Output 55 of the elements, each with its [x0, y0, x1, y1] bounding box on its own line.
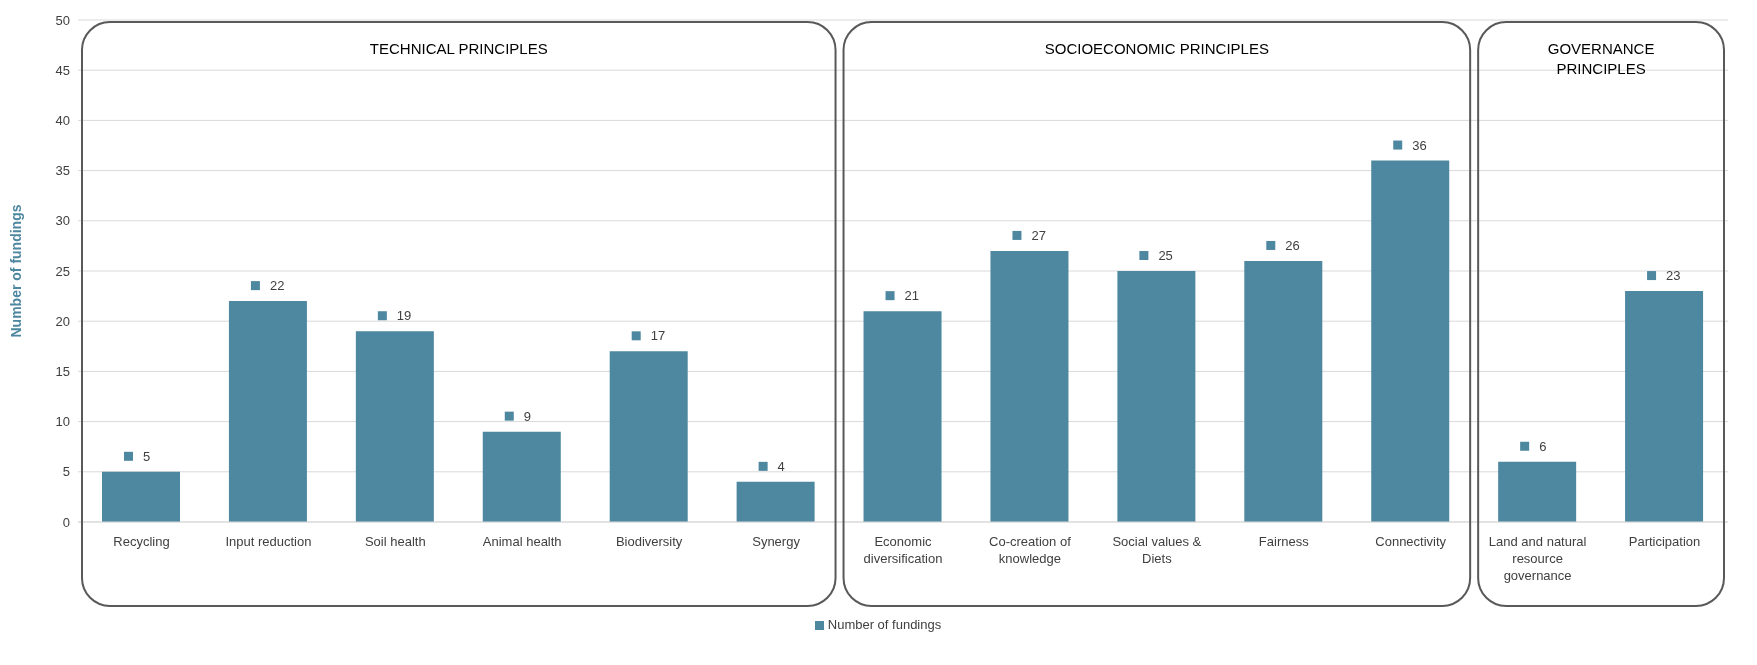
y-tick-label: 20	[55, 313, 70, 329]
bar	[1117, 271, 1196, 522]
x-tick-label: Recycling	[113, 534, 170, 549]
x-tick-label: Input reduction	[225, 534, 312, 549]
data-label: 9	[523, 408, 531, 424]
y-tick-label: 35	[55, 163, 70, 179]
bar	[609, 351, 688, 522]
data-label: 23	[1666, 268, 1681, 284]
data-label: 27	[1031, 227, 1046, 243]
y-tick-label: 30	[55, 213, 70, 229]
y-tick-label: 5	[62, 464, 70, 480]
bar	[1244, 260, 1323, 522]
legend-label: Number of fundings	[827, 617, 942, 632]
data-label: 21	[904, 288, 920, 304]
bar	[1371, 160, 1450, 522]
y-tick-label: 25	[55, 263, 70, 279]
x-tick-label: Fairness	[1258, 534, 1310, 549]
data-label: 6	[1539, 438, 1547, 454]
data-label: 25	[1158, 248, 1173, 263]
bar	[863, 311, 942, 522]
y-tick-label: 45	[55, 62, 70, 78]
data-label: 22	[269, 278, 285, 294]
bar	[228, 301, 307, 522]
x-tick-label: Co-creation of knowledge	[989, 534, 1072, 566]
bar	[736, 481, 815, 522]
bar	[1498, 461, 1577, 522]
data-label: 36	[1412, 137, 1427, 153]
annotation: TECHNICAL PRINCIPLES	[369, 40, 548, 57]
data-label: 17	[650, 328, 666, 344]
data-label: 4	[777, 458, 785, 474]
y-tick-label: 50	[55, 12, 70, 28]
bar	[355, 331, 434, 522]
annotation: GOVERNANCE PRINCIPLES	[1547, 40, 1655, 77]
x-tick-label: Synergy	[752, 534, 801, 549]
y-tick-label: 0	[62, 514, 70, 530]
x-tick-label: Participation	[1628, 534, 1701, 549]
bar	[482, 431, 561, 522]
y-tick-label: 10	[55, 414, 70, 430]
x-tick-label: Connectivity	[1375, 534, 1447, 549]
y-tick-label: 15	[55, 364, 70, 380]
x-tick-label: Biodiversity	[615, 534, 683, 549]
x-tick-label: Soil health	[364, 534, 426, 549]
x-tick-label: Economic diversification	[863, 534, 943, 566]
y-tick-label: 40	[55, 113, 70, 129]
data-label: 19	[396, 308, 412, 324]
x-tick-label: Animal health	[482, 534, 562, 549]
annotation: SOCIOECONOMIC PRINCIPLES	[1044, 40, 1269, 57]
x-tick-label: Land and natural resource governance	[1488, 534, 1587, 583]
data-label: 5	[143, 448, 151, 464]
bar	[1625, 291, 1704, 522]
y-axis-title: Number of fundings	[7, 204, 24, 338]
data-label: 26	[1285, 237, 1300, 253]
x-tick-label: Social values & Diets	[1112, 534, 1202, 566]
bar	[990, 250, 1069, 522]
bar	[102, 471, 180, 522]
